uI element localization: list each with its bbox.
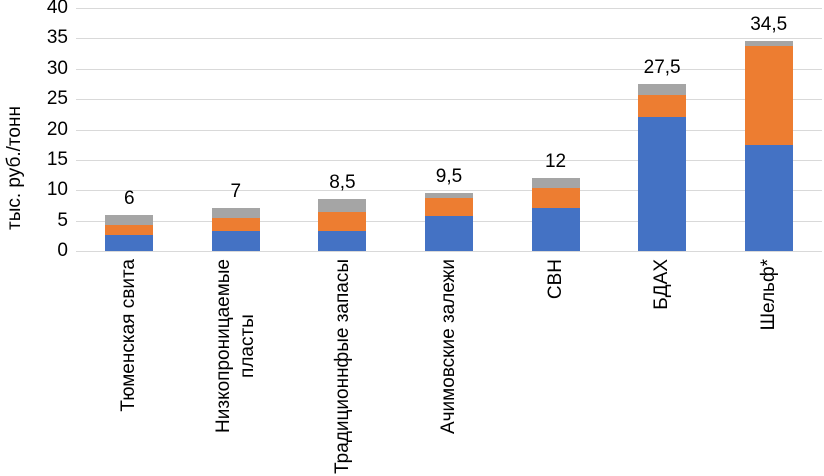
bar-segment-series-blue [211,230,260,251]
y-axis-tick-label: 10 [46,179,68,201]
y-axis-tick-label: 20 [46,118,68,140]
x-axis-category-text: Тюменская свита [118,259,140,412]
bar-total-label: 27,5 [643,56,681,78]
bar-segment-series-orange [425,198,473,216]
y-axis-tick-label: 25 [46,88,68,110]
bar-segment-series-blue [638,117,687,251]
gridline [76,190,822,192]
gridline [76,251,822,252]
x-axis-category-label: СВН [501,259,611,476]
x-axis-category-label: Ачимовские залежи [394,259,504,476]
x-axis-category-text: Традиционнфые запасы [331,259,353,474]
x-axis-category-text: Низкопроницаемые пласты [213,259,258,433]
x-axis-category-text: Шельф* [757,259,779,331]
bar-total-label: 8,5 [329,172,356,194]
bar-segment-series-gray [638,83,687,96]
bar-total-label: 9,5 [435,166,463,188]
x-axis-category-label: БДАХ [607,259,717,476]
bar-segment-series-gray [531,178,580,189]
bar-segment-series-orange [211,218,260,231]
gridline [76,159,822,161]
x-axis-category-label: Тюменская свита [74,259,184,476]
x-axis-category-label: Шельф* [714,259,824,476]
bar-segment-series-orange [744,46,793,146]
bar-total-label: 12 [544,151,567,173]
y-axis-tick-label: 15 [46,148,68,170]
y-axis-tick-label: 5 [57,209,68,231]
gridline [76,8,822,9]
bar-segment-series-blue [531,208,580,251]
y-axis-tick-label: 35 [46,27,68,49]
bar-segment-series-orange [318,211,367,231]
bar-segment-series-blue [744,145,793,251]
bar-segment-series-blue [318,230,367,251]
bar-total-label: 6 [123,187,135,209]
x-axis-category-text: БДАХ [651,259,673,310]
bar-total-label: 7 [230,181,242,203]
bar-segment-series-blue [425,215,473,251]
bar-segment-series-blue [105,235,154,251]
bar-segment-series-orange [105,224,154,236]
x-axis-category-label: Низкопроницаемые пласты [181,259,291,476]
bar-segment-series-orange [531,188,580,209]
gridline [76,68,822,70]
gridline [76,38,822,40]
bar-segment-series-gray [744,41,793,47]
gridline [76,129,822,131]
gridline [76,99,822,101]
bar-segment-series-gray [211,208,260,219]
y-axis-tick-label: 30 [46,57,68,79]
bar-segment-series-gray [425,193,473,199]
y-axis-tick-label: 0 [57,240,68,261]
bar-segment-series-gray [318,199,367,212]
x-axis-category-text: СВН [544,259,566,300]
x-axis-category-label: Традиционнфые запасы [287,259,397,476]
bar-segment-series-orange [638,95,687,118]
bar-total-label: 34,5 [750,14,788,36]
y-axis-tick-label: 40 [46,0,68,18]
x-axis-category-text: Ачимовские залежи [438,259,460,435]
bar-segment-series-gray [105,214,154,225]
